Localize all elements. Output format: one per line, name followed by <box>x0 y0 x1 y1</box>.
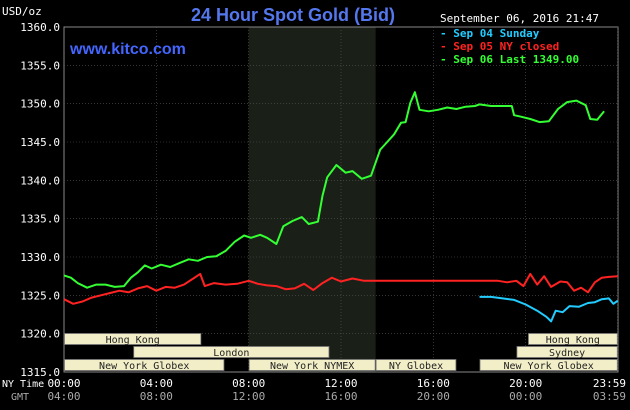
y-unit-label: USD/oz <box>2 5 42 18</box>
session-bar-label: Hong Kong <box>106 335 160 346</box>
session-bar-hong-kong: Hong Kong <box>528 333 618 346</box>
y-tick-label: 1360.0 <box>20 21 60 34</box>
session-bar-fill <box>64 359 225 371</box>
x-tick-label-ny: 12:00 <box>324 377 357 390</box>
session-bar-london: London <box>133 346 330 359</box>
x-tick-label-ny: 08:00 <box>232 377 265 390</box>
nymex-highlight <box>248 27 376 372</box>
x-tick-label-ny: 23:59 <box>593 377 626 390</box>
x-tick-label-gmt: 16:00 <box>324 390 357 403</box>
x-tick-label-gmt: 03:59 <box>593 390 626 403</box>
session-bar-fill <box>516 346 618 358</box>
session-bar-ny-globex: NY Globex <box>375 359 457 372</box>
session-bar-label: Sydney <box>549 348 585 359</box>
session-bar-sydney: Sydney <box>516 346 618 359</box>
y-tick-label: 1330.0 <box>20 251 60 264</box>
session-bar-fill <box>528 333 618 345</box>
session-bar-fill <box>248 359 376 371</box>
y-tick-label: 1350.0 <box>20 98 60 111</box>
session-bar-new-york-globex: New York Globex <box>479 359 618 372</box>
y-tick-label: 1335.0 <box>20 213 60 226</box>
ny-time-label: NY Time <box>2 379 44 390</box>
session-bar-fill <box>375 359 457 371</box>
series-line-sep-06-last-1349-00 <box>63 91 605 289</box>
x-tick-label-ny: 00:00 <box>47 377 80 390</box>
session-bar-hong-kong: Hong Kong <box>64 333 202 346</box>
y-tick-label: 1320.0 <box>20 328 60 341</box>
x-tick-label-ny: 16:00 <box>417 377 450 390</box>
legend-item-sep06: - Sep 06 Last 1349.00 <box>440 53 579 66</box>
legend-item-sep05: - Sep 05 NY closed <box>440 40 559 53</box>
series-line-sep-05-ny-closed <box>63 272 618 305</box>
session-bar-label: London <box>213 348 249 359</box>
session-bar-label: New York NYMEX <box>270 361 354 372</box>
session-bar-fill <box>64 333 202 345</box>
legend: - Sep 04 Sunday - Sep 05 NY closed - Sep… <box>440 27 579 66</box>
x-tick-label-ny: 20:00 <box>509 377 542 390</box>
y-tick-label: 1355.0 <box>20 59 60 72</box>
x-tick-label-gmt: 04:00 <box>47 390 80 403</box>
y-tick-label: 1345.0 <box>20 136 60 149</box>
session-bar-fill <box>479 359 618 371</box>
x-tick-label-gmt: 00:00 <box>509 390 542 403</box>
session-bar-label: New York Globex <box>503 361 593 372</box>
x-tick-label-gmt: 08:00 <box>140 390 173 403</box>
y-tick-label: 1325.0 <box>20 289 60 302</box>
session-bar-label: NY Globex <box>389 361 443 372</box>
x-tick-label-gmt: 12:00 <box>232 390 265 403</box>
legend-item-sep04: - Sep 04 Sunday <box>440 27 540 40</box>
session-bar-label: New York Globex <box>99 361 189 372</box>
session-bar-fill <box>133 346 330 358</box>
session-bar-new-york-globex: New York Globex <box>64 359 225 372</box>
gmt-label: GMT <box>11 392 29 403</box>
y-tick-label: 1340.0 <box>20 174 60 187</box>
x-tick-label-ny: 04:00 <box>140 377 173 390</box>
y-tick-label: 1315.0 <box>20 366 60 379</box>
chart-datetime: September 06, 2016 21:47 <box>440 12 599 25</box>
session-bar-label: Hong Kong <box>546 335 600 346</box>
x-tick-label-gmt: 20:00 <box>417 390 450 403</box>
session-bar-new-york-nymex: New York NYMEX <box>248 359 376 372</box>
kitco-brand[interactable]: www.kitco.com <box>69 41 186 58</box>
chart-title: 24 Hour Spot Gold (Bid) <box>191 5 395 25</box>
series-line-sep-04-sunday <box>479 295 619 323</box>
